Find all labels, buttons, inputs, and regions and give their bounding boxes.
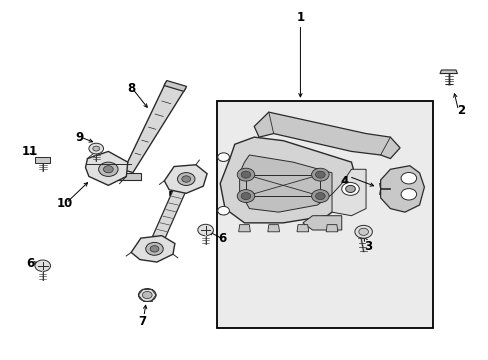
Circle shape [198,224,213,236]
Polygon shape [238,225,250,232]
Text: 6: 6 [26,257,35,270]
Circle shape [217,153,229,161]
Circle shape [358,228,368,235]
Text: 11: 11 [21,145,38,158]
Circle shape [138,289,156,301]
Circle shape [237,190,254,203]
Polygon shape [331,169,366,216]
Text: 4: 4 [339,175,347,188]
Polygon shape [148,179,189,248]
Text: 10: 10 [56,197,73,210]
Circle shape [341,183,359,195]
Circle shape [315,193,325,199]
Circle shape [182,176,190,182]
Circle shape [400,189,416,200]
Text: 6: 6 [218,233,226,246]
Polygon shape [131,236,175,262]
Circle shape [315,171,325,178]
Polygon shape [218,207,227,215]
Polygon shape [267,225,279,232]
Polygon shape [239,155,331,212]
Polygon shape [85,152,127,185]
Polygon shape [123,82,185,172]
Circle shape [241,171,250,178]
Circle shape [103,166,113,173]
Text: 3: 3 [364,240,372,253]
Polygon shape [296,225,308,232]
Polygon shape [325,225,337,232]
Circle shape [241,193,250,199]
Circle shape [93,146,100,151]
Bar [216,102,432,328]
Polygon shape [218,153,227,161]
Polygon shape [220,137,356,223]
Circle shape [311,190,328,203]
Text: 7: 7 [138,315,146,328]
Text: 1: 1 [296,11,304,24]
Bar [35,157,50,163]
Circle shape [177,172,195,185]
Text: 9: 9 [75,131,83,144]
Circle shape [99,162,118,176]
Circle shape [145,242,163,255]
Polygon shape [380,166,424,212]
Circle shape [400,172,416,184]
Circle shape [345,185,355,193]
Circle shape [237,168,254,181]
Polygon shape [302,216,341,230]
Circle shape [311,168,328,181]
Circle shape [217,206,229,215]
Polygon shape [163,81,186,91]
Circle shape [35,260,50,271]
Text: 8: 8 [127,82,136,95]
Circle shape [142,292,152,298]
Polygon shape [164,165,207,193]
Polygon shape [254,112,399,158]
Circle shape [150,246,159,252]
Polygon shape [439,70,457,73]
Circle shape [89,143,103,154]
Text: 2: 2 [456,104,464,117]
Polygon shape [116,173,141,180]
Text: 5: 5 [167,190,175,203]
Circle shape [354,225,372,238]
